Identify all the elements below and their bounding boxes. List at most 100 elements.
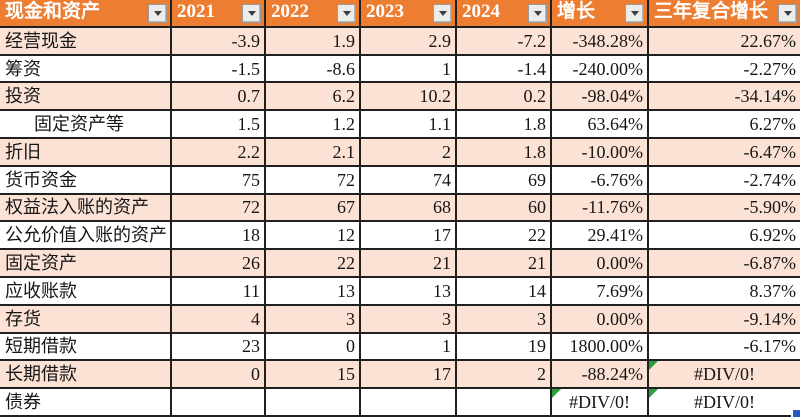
- row-header-cell[interactable]: 短期借款: [0, 333, 172, 362]
- column-header[interactable]: 2024: [457, 0, 552, 28]
- value-cell[interactable]: 7.69%: [552, 277, 649, 306]
- value-cell[interactable]: 75: [172, 166, 266, 195]
- value-cell[interactable]: 72: [266, 166, 361, 195]
- filter-button[interactable]: [778, 4, 797, 23]
- column-header[interactable]: 三年复合增长: [649, 0, 800, 28]
- value-cell[interactable]: 21: [361, 250, 457, 278]
- value-cell[interactable]: 8.37%: [649, 278, 800, 306]
- value-cell[interactable]: 22: [457, 222, 552, 251]
- value-cell[interactable]: 3: [266, 305, 361, 334]
- filter-button[interactable]: [242, 4, 261, 23]
- value-cell[interactable]: 1.9: [266, 27, 361, 56]
- value-cell[interactable]: [361, 389, 457, 417]
- value-cell[interactable]: -98.04%: [552, 83, 649, 112]
- value-cell[interactable]: 69: [457, 166, 552, 195]
- value-cell[interactable]: -10.00%: [552, 138, 649, 167]
- row-header-cell[interactable]: 存货: [0, 305, 172, 334]
- value-cell[interactable]: 0.00%: [552, 250, 649, 278]
- value-cell[interactable]: [266, 389, 361, 417]
- column-header[interactable]: 2023: [361, 0, 457, 28]
- row-header-cell[interactable]: 投资: [0, 83, 172, 112]
- column-header[interactable]: 现金和资产: [0, 0, 172, 28]
- column-header[interactable]: 2022: [266, 0, 361, 28]
- value-cell[interactable]: 1.2: [266, 111, 361, 139]
- value-cell[interactable]: 63.64%: [552, 111, 649, 139]
- value-cell[interactable]: 13: [361, 277, 457, 306]
- value-cell[interactable]: 11: [172, 277, 266, 306]
- value-cell[interactable]: 10.2: [361, 83, 457, 112]
- value-cell[interactable]: 4: [172, 305, 266, 334]
- value-cell[interactable]: -1.5: [172, 55, 266, 84]
- value-cell[interactable]: 3: [457, 305, 552, 334]
- filter-button[interactable]: [433, 4, 452, 23]
- value-cell[interactable]: 2.1: [266, 138, 361, 167]
- row-header-cell[interactable]: 公允价值入账的资产: [0, 222, 172, 251]
- value-cell[interactable]: -6.76%: [552, 166, 649, 195]
- value-cell[interactable]: 60: [457, 194, 552, 223]
- value-cell[interactable]: 2.9: [361, 27, 457, 56]
- error-cell[interactable]: #DIV/0!: [649, 361, 800, 390]
- value-cell[interactable]: 6.2: [266, 83, 361, 112]
- value-cell[interactable]: -6.87%: [649, 250, 800, 278]
- value-cell[interactable]: 18: [172, 222, 266, 251]
- value-cell[interactable]: -6.47%: [649, 138, 800, 167]
- row-header-cell[interactable]: 货币资金: [0, 166, 172, 195]
- row-header-cell[interactable]: 长期借款: [0, 361, 172, 390]
- value-cell[interactable]: -2.27%: [649, 56, 800, 84]
- value-cell[interactable]: -3.9: [172, 27, 266, 56]
- value-cell[interactable]: [172, 389, 266, 417]
- value-cell[interactable]: -9.14%: [649, 305, 800, 334]
- value-cell[interactable]: 1: [361, 55, 457, 84]
- value-cell[interactable]: 2: [361, 138, 457, 167]
- value-cell[interactable]: 13: [266, 277, 361, 306]
- error-cell[interactable]: #DIV/0!: [552, 389, 649, 417]
- value-cell[interactable]: -88.24%: [552, 361, 649, 390]
- error-cell[interactable]: #DIV/0!: [649, 389, 800, 417]
- value-cell[interactable]: -348.28%: [552, 27, 649, 56]
- value-cell[interactable]: 1.5: [172, 111, 266, 139]
- value-cell[interactable]: 6.92%: [649, 222, 800, 251]
- value-cell[interactable]: 15: [266, 361, 361, 390]
- value-cell[interactable]: 0.2: [457, 83, 552, 112]
- value-cell[interactable]: 0: [172, 361, 266, 390]
- value-cell[interactable]: 22.67%: [649, 27, 800, 56]
- row-header-cell[interactable]: 经营现金: [0, 27, 172, 56]
- row-header-cell[interactable]: 固定资产: [0, 250, 172, 278]
- value-cell[interactable]: -34.14%: [649, 83, 800, 112]
- value-cell[interactable]: 23: [172, 333, 266, 362]
- row-header-cell[interactable]: 权益法入账的资产: [0, 194, 172, 223]
- row-header-cell[interactable]: 折旧: [0, 138, 172, 167]
- filter-button[interactable]: [625, 4, 644, 23]
- value-cell[interactable]: 22: [266, 250, 361, 278]
- value-cell[interactable]: -8.6: [266, 55, 361, 84]
- value-cell[interactable]: 12: [266, 222, 361, 251]
- value-cell[interactable]: -2.74%: [649, 167, 800, 195]
- row-header-cell[interactable]: 固定资产等: [0, 111, 172, 139]
- row-header-cell[interactable]: 应收账款: [0, 277, 172, 306]
- value-cell[interactable]: [457, 389, 552, 417]
- column-header[interactable]: 增长: [552, 0, 649, 28]
- value-cell[interactable]: 74: [361, 166, 457, 195]
- value-cell[interactable]: 19: [457, 333, 552, 362]
- value-cell[interactable]: -5.90%: [649, 194, 800, 223]
- value-cell[interactable]: 1.8: [457, 138, 552, 167]
- autofill-handle[interactable]: [791, 408, 800, 417]
- value-cell[interactable]: 0: [266, 333, 361, 362]
- value-cell[interactable]: 6.27%: [649, 111, 800, 139]
- filter-button[interactable]: [148, 4, 167, 23]
- value-cell[interactable]: 68: [361, 194, 457, 223]
- value-cell[interactable]: 1: [361, 333, 457, 362]
- value-cell[interactable]: 1.8: [457, 111, 552, 139]
- value-cell[interactable]: 3: [361, 305, 457, 334]
- value-cell[interactable]: 0.7: [172, 83, 266, 112]
- value-cell[interactable]: 2.2: [172, 138, 266, 167]
- value-cell[interactable]: 17: [361, 361, 457, 390]
- value-cell[interactable]: 21: [457, 250, 552, 278]
- value-cell[interactable]: 1800.00%: [552, 333, 649, 362]
- value-cell[interactable]: 0.00%: [552, 305, 649, 334]
- value-cell[interactable]: -7.2: [457, 27, 552, 56]
- value-cell[interactable]: 2: [457, 361, 552, 390]
- row-header-cell[interactable]: 债券: [0, 389, 172, 417]
- value-cell[interactable]: -6.17%: [649, 334, 800, 362]
- value-cell[interactable]: 26: [172, 250, 266, 278]
